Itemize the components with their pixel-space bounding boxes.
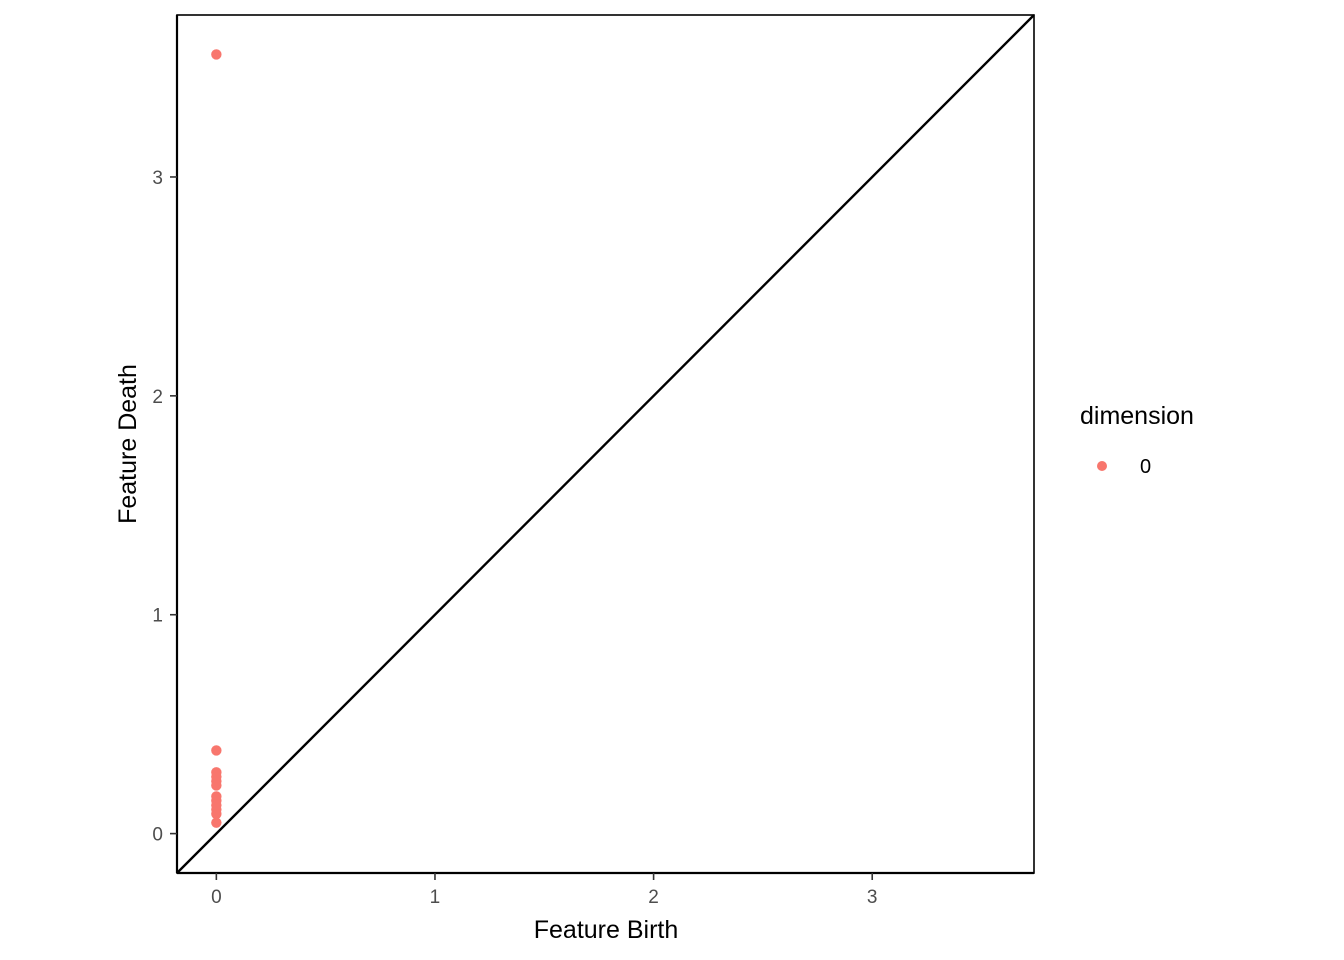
diagonal-reference-line: [176, 14, 1035, 874]
x-tick-label: 0: [211, 887, 222, 908]
data-point: [211, 780, 222, 791]
plot-area: [175, 14, 1035, 875]
x-tick-label: 3: [867, 887, 878, 908]
data-point: [211, 49, 222, 60]
data-point: [211, 808, 222, 820]
x-axis-title: Feature Birth: [534, 916, 679, 944]
legend-label: 0: [1140, 456, 1151, 478]
diagonal-layer: [176, 14, 1035, 874]
y-tick-label: 2: [152, 387, 163, 408]
y-axis-ticks: 0 1 2 3: [152, 168, 177, 846]
legend-entries: 0: [1097, 456, 1151, 478]
legend: dimension 0: [1080, 402, 1194, 478]
data-point: [211, 745, 222, 756]
y-axis-title: Feature Death: [114, 364, 142, 524]
legend-key: [1097, 461, 1107, 471]
y-tick-label: 3: [152, 168, 163, 189]
y-tick-label: 0: [152, 825, 163, 846]
points-layer: [211, 49, 222, 828]
x-tick-label: 1: [430, 887, 441, 908]
legend-title: dimension: [1080, 402, 1194, 430]
x-tick-label: 2: [648, 887, 659, 908]
data-point: [211, 817, 222, 828]
x-axis-ticks: 0 1 2 3: [211, 873, 878, 908]
y-tick-label: 1: [152, 606, 163, 627]
